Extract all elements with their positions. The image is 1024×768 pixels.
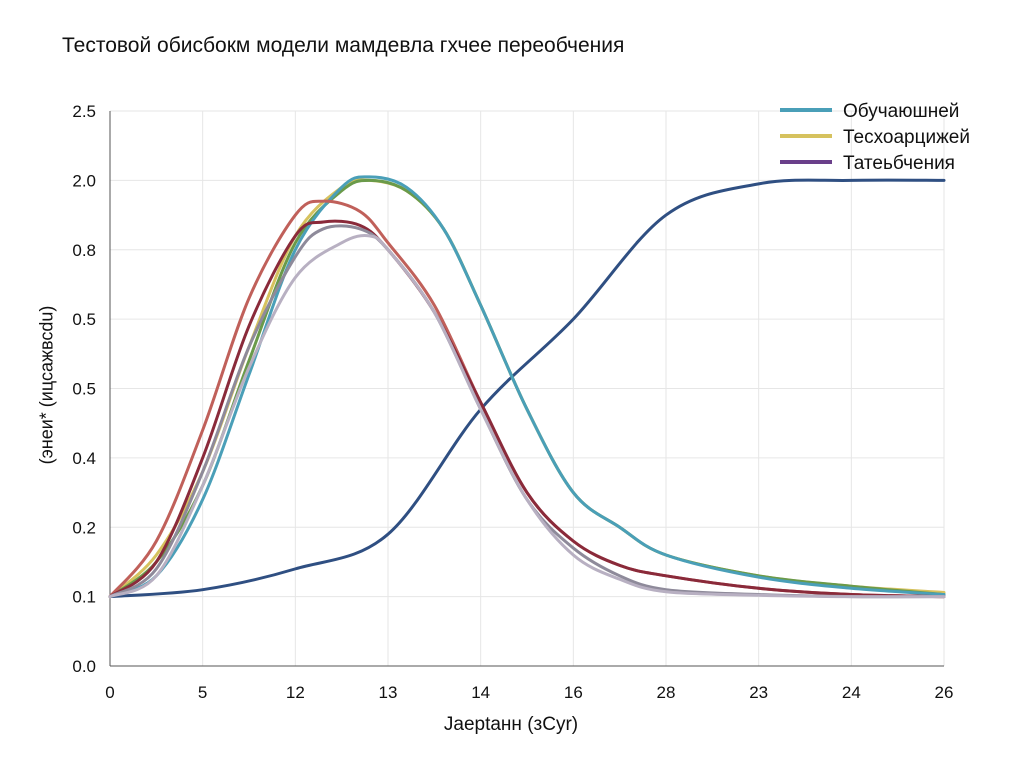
y-tick-label: 0.8 (72, 241, 96, 260)
y-tick-label: 0.1 (72, 588, 96, 607)
series-line-3 (108, 175, 946, 599)
x-axis-label: Jaeptaнн (зCyr) (443, 714, 579, 735)
x-tick-label: 5 (198, 683, 207, 702)
x-tick-label: 23 (749, 683, 768, 702)
y-tick-label: 0.0 (72, 657, 96, 676)
x-tick-label: 12 (286, 683, 305, 702)
x-tick-label: 26 (935, 683, 954, 702)
legend-label: Тесхоарцижей (843, 127, 970, 148)
x-tick-label: 13 (379, 683, 398, 702)
x-tick-label: 14 (471, 683, 490, 702)
y-tick-label: 0.5 (72, 310, 96, 329)
y-tick-label: 0.2 (72, 518, 96, 537)
y-tick-label: 0.5 (72, 380, 96, 399)
x-tick-label: 28 (657, 683, 676, 702)
legend-label: Обучаюшней (843, 101, 959, 122)
series-line-0 (108, 178, 946, 599)
series-line-7 (108, 233, 946, 599)
x-tick-label: 16 (564, 683, 583, 702)
y-tick-label: 2.0 (72, 171, 96, 190)
chart-title: Тестовой обисбокм модели мамдевла гхчее … (62, 34, 625, 57)
x-tick-label: 24 (842, 683, 861, 702)
legend-label: Татеьбчения (843, 153, 955, 174)
y-tick-label: 0.4 (72, 449, 96, 468)
x-tick-label: 0 (105, 683, 114, 702)
y-tick-label: 2.5 (72, 102, 96, 121)
